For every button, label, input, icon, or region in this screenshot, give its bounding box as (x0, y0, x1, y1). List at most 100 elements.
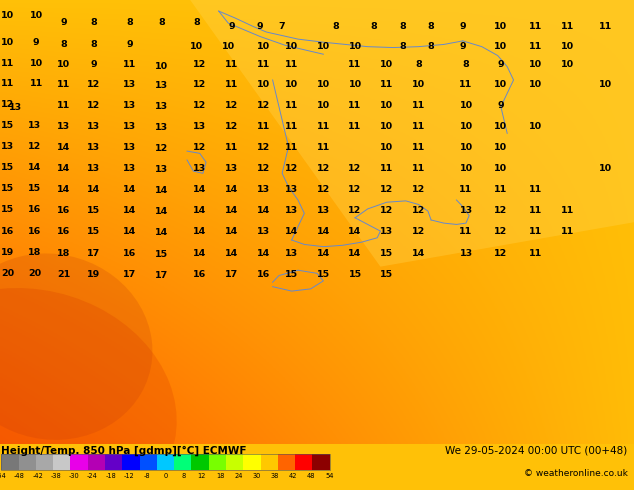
Text: 13: 13 (285, 249, 298, 258)
Text: 11: 11 (460, 80, 472, 89)
Text: 9: 9 (498, 60, 504, 69)
Text: 8: 8 (428, 42, 434, 51)
Text: 14: 14 (57, 143, 70, 152)
Text: 11: 11 (412, 122, 425, 131)
Text: 10: 10 (155, 62, 168, 71)
Text: 14: 14 (349, 227, 361, 237)
Text: 13: 13 (285, 206, 298, 215)
Text: 14: 14 (412, 249, 425, 258)
Text: 14: 14 (317, 227, 330, 237)
Text: 11: 11 (285, 101, 298, 110)
Text: 14: 14 (225, 249, 238, 258)
Text: 11: 11 (529, 206, 542, 215)
Text: 14: 14 (155, 207, 168, 216)
Text: 10: 10 (529, 80, 542, 89)
Text: 10: 10 (30, 11, 42, 20)
Text: 17: 17 (87, 249, 100, 258)
Text: 13: 13 (29, 121, 41, 130)
Text: 16: 16 (124, 249, 136, 258)
Text: 14: 14 (155, 228, 168, 237)
Text: 15: 15 (349, 270, 361, 279)
Bar (36, 454, 53, 470)
Text: 11: 11 (561, 227, 574, 237)
Text: 10: 10 (495, 122, 507, 131)
Text: -30: -30 (69, 473, 80, 479)
Text: 12: 12 (225, 101, 238, 110)
Text: 11: 11 (349, 101, 361, 110)
Text: 10: 10 (1, 11, 14, 20)
Bar (70, 454, 87, 470)
Text: 13: 13 (317, 206, 330, 215)
Text: © weatheronline.co.uk: © weatheronline.co.uk (524, 469, 628, 479)
Text: 15: 15 (285, 270, 298, 279)
Text: 10: 10 (460, 101, 472, 110)
Text: 20: 20 (1, 269, 14, 278)
Text: -8: -8 (144, 473, 150, 479)
Text: 8: 8 (399, 42, 406, 51)
Text: 15: 15 (380, 270, 393, 279)
Text: 20: 20 (29, 269, 41, 278)
Text: 10: 10 (495, 164, 507, 173)
Text: 12: 12 (155, 144, 168, 153)
Text: 10: 10 (349, 42, 361, 51)
Text: 8: 8 (181, 473, 186, 479)
Text: 10: 10 (561, 60, 574, 69)
Text: 14: 14 (193, 185, 206, 194)
Text: 10: 10 (257, 80, 269, 89)
Bar (1, 454, 330, 470)
Text: 13: 13 (285, 185, 298, 194)
Text: 8: 8 (415, 60, 422, 69)
Text: 12: 12 (349, 206, 361, 215)
Bar (243, 454, 261, 470)
Text: 11: 11 (380, 164, 393, 173)
Text: 13: 13 (124, 122, 136, 131)
Text: 10: 10 (495, 42, 507, 51)
Text: 14: 14 (29, 163, 41, 172)
Text: 11: 11 (317, 122, 330, 131)
Text: 11: 11 (529, 22, 542, 31)
Text: 11: 11 (380, 80, 393, 89)
Text: 13: 13 (155, 102, 168, 111)
Text: 9: 9 (498, 101, 504, 110)
Text: 11: 11 (317, 143, 330, 152)
Ellipse shape (0, 288, 177, 490)
Text: 11: 11 (529, 185, 542, 194)
Text: 38: 38 (271, 473, 279, 479)
Text: 11: 11 (349, 60, 361, 69)
Text: 7: 7 (279, 22, 285, 31)
Text: 12: 12 (193, 60, 206, 69)
Text: 13: 13 (10, 103, 22, 112)
Polygon shape (190, 0, 634, 267)
Text: 14: 14 (317, 249, 330, 258)
Text: 10: 10 (529, 122, 542, 131)
Text: 12: 12 (87, 101, 100, 110)
Text: 11: 11 (225, 60, 238, 69)
Text: 11: 11 (529, 227, 542, 237)
Text: 10: 10 (317, 101, 330, 110)
Text: 10: 10 (460, 143, 472, 152)
Bar (122, 454, 139, 470)
Text: 11: 11 (561, 22, 574, 31)
Text: 13: 13 (193, 164, 206, 173)
Text: 18: 18 (56, 249, 70, 258)
Text: 10: 10 (190, 42, 203, 51)
Ellipse shape (0, 253, 152, 440)
Text: 17: 17 (225, 270, 238, 279)
Text: 10: 10 (222, 42, 235, 51)
Text: 14: 14 (225, 185, 238, 194)
Text: 12: 12 (412, 227, 425, 237)
Text: 13: 13 (155, 165, 168, 174)
Text: 13: 13 (124, 80, 136, 89)
Text: -12: -12 (124, 473, 134, 479)
Text: 11: 11 (285, 60, 298, 69)
Text: 8: 8 (91, 40, 97, 49)
Bar (139, 454, 157, 470)
Text: 13: 13 (1, 142, 14, 151)
Text: 11: 11 (460, 227, 472, 237)
Text: 12: 12 (412, 206, 425, 215)
Text: 10: 10 (380, 122, 393, 131)
Text: 14: 14 (124, 185, 136, 194)
Text: 10: 10 (495, 143, 507, 152)
Text: 12: 12 (1, 100, 14, 109)
Text: 15: 15 (1, 121, 14, 130)
